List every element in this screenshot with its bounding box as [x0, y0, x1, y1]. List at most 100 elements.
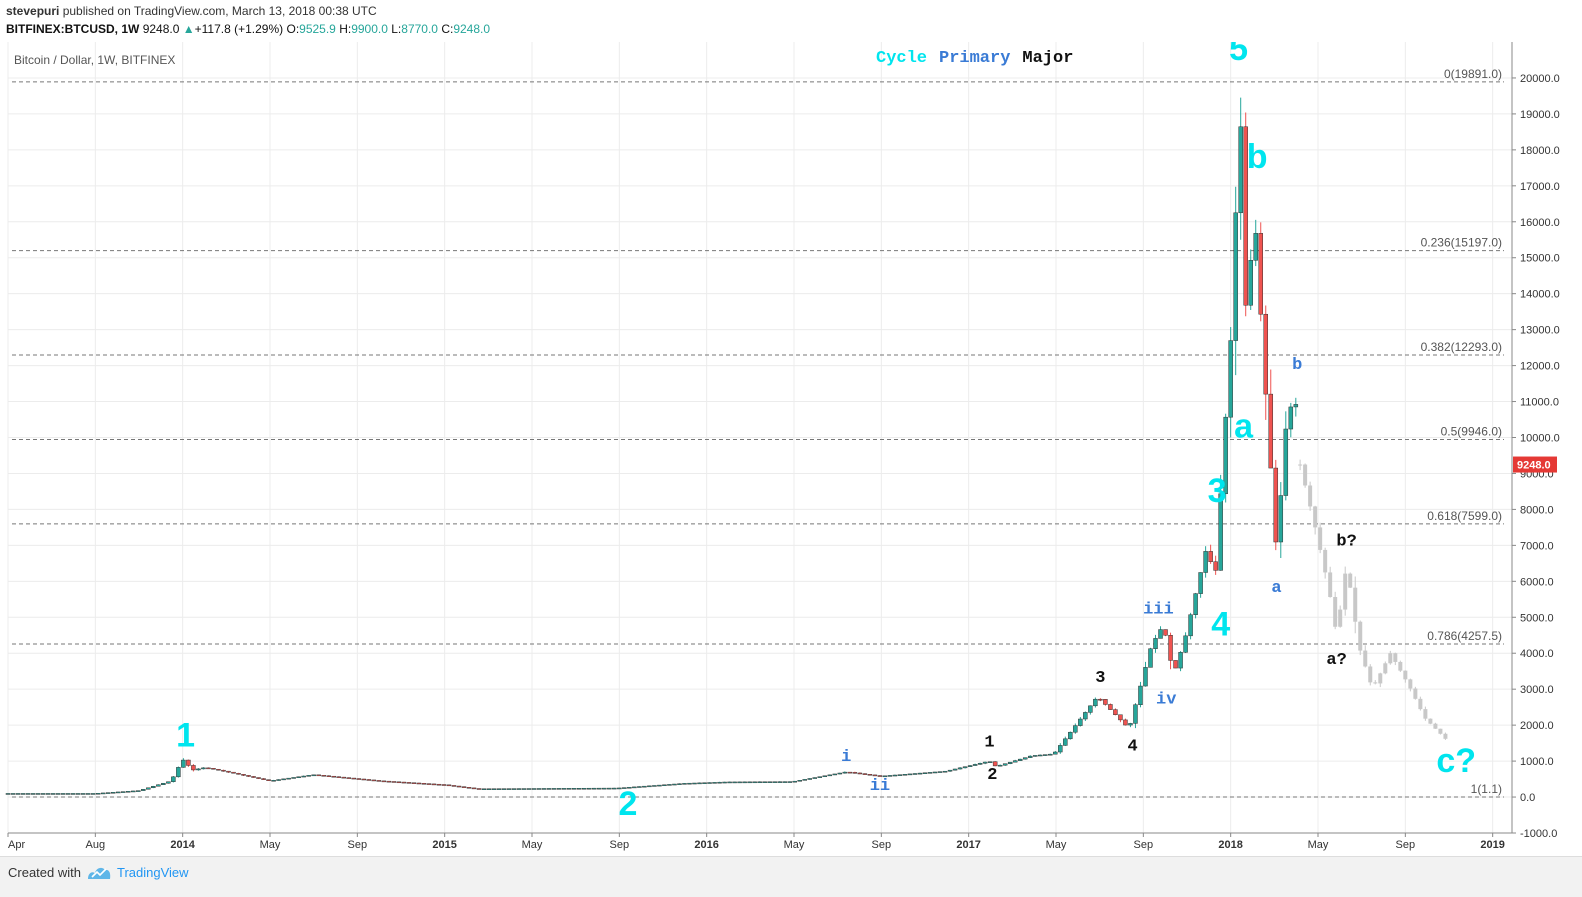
tradingview-logo-icon[interactable] — [86, 863, 112, 881]
candle — [927, 772, 933, 774]
candle-body — [982, 761, 988, 764]
candle-body — [65, 793, 71, 795]
close-value: 9248.0 — [453, 22, 491, 36]
candle — [842, 771, 848, 774]
candle-body — [1168, 635, 1173, 661]
fib-label: 1(1.1) — [1471, 782, 1502, 796]
candle — [341, 776, 346, 779]
fib-label: 0.786(4257.5) — [1427, 629, 1502, 643]
high-value: 9900.0 — [351, 22, 388, 36]
candle — [1288, 402, 1294, 438]
candle — [1123, 718, 1128, 726]
candle-body — [15, 793, 21, 795]
candle — [561, 788, 567, 790]
candle — [371, 779, 377, 782]
candle-body — [511, 788, 517, 790]
candle-body — [812, 777, 818, 779]
symbol-label[interactable]: BITFINEX:BTCUSD, 1W — [6, 22, 140, 36]
candle-body — [1203, 551, 1208, 573]
time-axis[interactable]: Apr Aug 2014 May Sep 2015 May Sep 2016 May Sep 2017… — [7, 833, 1505, 851]
candle-body — [837, 772, 843, 775]
candle — [396, 781, 402, 784]
candle-body — [632, 786, 637, 789]
candle-body — [401, 781, 407, 784]
price-chart[interactable]: 0(19891.0) 0.236(15197.0) 0.382(12293.0) 0.… — [0, 42, 1582, 856]
candle — [1098, 698, 1103, 702]
footer: Created with TradingView — [0, 856, 1582, 897]
candle — [1022, 757, 1028, 760]
candle-body — [306, 775, 311, 777]
candle — [707, 782, 712, 784]
candle — [1243, 112, 1248, 317]
candle-body — [772, 781, 777, 783]
candle — [727, 781, 732, 784]
candle — [1007, 761, 1013, 765]
candle — [937, 771, 943, 773]
candle-body — [496, 788, 502, 790]
candle — [271, 779, 276, 782]
candle-body — [436, 783, 442, 786]
chart-background — [0, 42, 1582, 856]
fib-levels: 0(19891.0) 0.236(15197.0) 0.382(12293.0) 0.… — [12, 67, 1504, 798]
candle — [592, 787, 597, 790]
candle-body — [356, 778, 362, 780]
candle-body — [1007, 761, 1013, 764]
tradingview-link[interactable]: TradingView — [117, 865, 189, 880]
candle — [30, 793, 36, 795]
candle-body — [80, 793, 86, 795]
candle-body — [301, 775, 306, 778]
candle — [356, 778, 362, 780]
projection-bar — [1348, 572, 1353, 588]
candle-body — [516, 788, 522, 790]
candle-body — [607, 787, 612, 790]
time-tick-label: May — [1308, 839, 1329, 851]
open-label: O: — [286, 22, 300, 36]
last-price: 9248.0 — [142, 22, 180, 36]
candle-body — [712, 782, 717, 784]
candle — [1158, 626, 1163, 639]
candle — [957, 767, 963, 770]
candle-body — [662, 784, 667, 787]
candle-body — [1288, 406, 1294, 430]
projection-bar-body — [1443, 733, 1448, 739]
projection-bar-body — [1363, 650, 1368, 667]
candle-body — [336, 776, 341, 778]
chart-header: stevepuri published on TradingView.com, … — [0, 0, 1582, 42]
candle — [807, 778, 813, 780]
candle-body — [551, 788, 557, 790]
candle-body — [45, 793, 51, 795]
candle — [146, 787, 151, 790]
candle — [757, 781, 762, 784]
candle-body — [622, 787, 627, 789]
candle — [1228, 327, 1233, 438]
candle — [1083, 711, 1088, 722]
candle — [301, 775, 306, 778]
candle — [907, 773, 913, 776]
candle-body — [1253, 233, 1258, 261]
candle — [1148, 647, 1153, 668]
candle-body — [371, 779, 377, 782]
candle — [982, 761, 988, 765]
projection-bar-body — [1418, 698, 1423, 710]
author-name[interactable]: stevepuri — [6, 4, 60, 18]
candle-body — [707, 782, 712, 784]
price-tick-label: 19000.0 — [1520, 109, 1560, 121]
candle-body — [381, 780, 387, 783]
candle — [191, 764, 196, 772]
candle-body — [191, 765, 196, 771]
candle — [752, 781, 757, 784]
candle-body — [882, 775, 888, 778]
candle — [832, 773, 838, 776]
candle — [712, 782, 717, 784]
wave-label: 2 — [987, 766, 997, 785]
candle — [376, 780, 382, 782]
candle-body — [161, 782, 166, 785]
candle-body — [126, 791, 131, 793]
candle — [1183, 632, 1188, 654]
projection-bar-body — [1323, 549, 1328, 573]
projection-bar-body — [1423, 709, 1428, 719]
candle — [491, 788, 497, 790]
candle — [286, 777, 291, 780]
candle — [612, 787, 617, 790]
candle-body — [316, 774, 321, 777]
